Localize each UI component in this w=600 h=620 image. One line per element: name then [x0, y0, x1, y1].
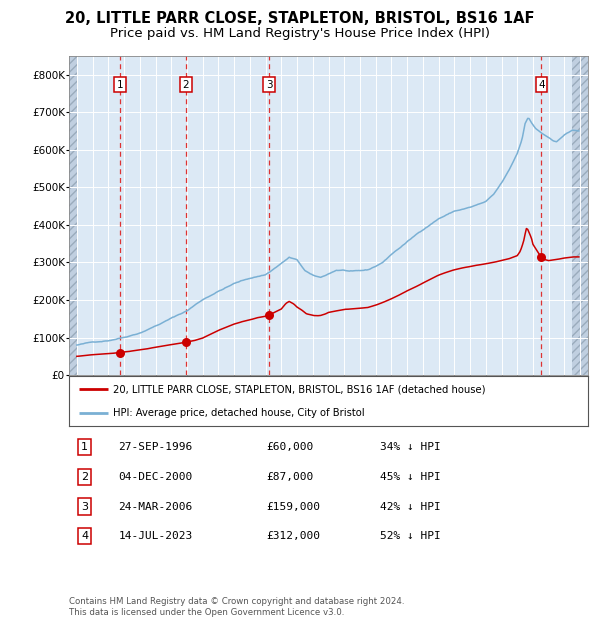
- Text: 42% ↓ HPI: 42% ↓ HPI: [380, 502, 441, 512]
- Text: £87,000: £87,000: [266, 472, 313, 482]
- Text: 4: 4: [81, 531, 88, 541]
- Text: £60,000: £60,000: [266, 442, 313, 452]
- Bar: [572, 56, 588, 375]
- Text: 4: 4: [538, 79, 545, 89]
- Text: £312,000: £312,000: [266, 531, 320, 541]
- Text: 24-MAR-2006: 24-MAR-2006: [118, 502, 193, 512]
- Text: 45% ↓ HPI: 45% ↓ HPI: [380, 472, 441, 482]
- Text: 3: 3: [81, 502, 88, 512]
- Text: 1: 1: [81, 442, 88, 452]
- Text: 2: 2: [81, 472, 88, 482]
- Text: HPI: Average price, detached house, City of Bristol: HPI: Average price, detached house, City…: [113, 408, 365, 418]
- Text: 2: 2: [182, 79, 189, 89]
- Text: 14-JUL-2023: 14-JUL-2023: [118, 531, 193, 541]
- Text: 1: 1: [117, 79, 124, 89]
- Bar: [572, 56, 588, 375]
- Bar: [69, 56, 77, 375]
- Text: £159,000: £159,000: [266, 502, 320, 512]
- Text: 34% ↓ HPI: 34% ↓ HPI: [380, 442, 441, 452]
- Bar: [69, 56, 77, 375]
- Text: 27-SEP-1996: 27-SEP-1996: [118, 442, 193, 452]
- Text: 04-DEC-2000: 04-DEC-2000: [118, 472, 193, 482]
- Text: Contains HM Land Registry data © Crown copyright and database right 2024.
This d: Contains HM Land Registry data © Crown c…: [69, 598, 404, 617]
- Text: 3: 3: [266, 79, 272, 89]
- Text: 20, LITTLE PARR CLOSE, STAPLETON, BRISTOL, BS16 1AF: 20, LITTLE PARR CLOSE, STAPLETON, BRISTO…: [65, 11, 535, 25]
- Text: Price paid vs. HM Land Registry's House Price Index (HPI): Price paid vs. HM Land Registry's House …: [110, 27, 490, 40]
- Text: 52% ↓ HPI: 52% ↓ HPI: [380, 531, 441, 541]
- Text: 20, LITTLE PARR CLOSE, STAPLETON, BRISTOL, BS16 1AF (detached house): 20, LITTLE PARR CLOSE, STAPLETON, BRISTO…: [113, 384, 485, 394]
